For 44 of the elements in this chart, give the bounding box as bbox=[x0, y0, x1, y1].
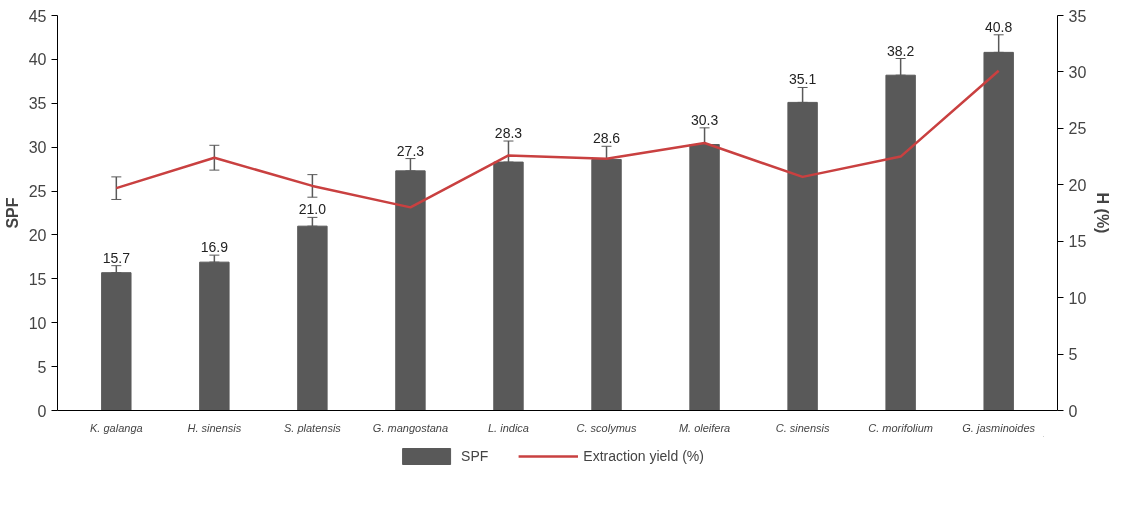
x-tick-label: L. indica bbox=[488, 421, 529, 434]
legend-label: Extraction yield (%) bbox=[583, 448, 704, 464]
y2-axis-title: H (%) bbox=[1094, 192, 1112, 234]
y-tick-label: 0 bbox=[37, 402, 47, 420]
y-tick-label: 15 bbox=[28, 270, 47, 288]
data-label: 16.9 bbox=[200, 239, 229, 256]
y-axis-title: SPF bbox=[3, 197, 21, 229]
y-tick-label: 5 bbox=[37, 358, 47, 376]
y2-tick-label: 35 bbox=[1068, 7, 1087, 25]
y-tick-label: 25 bbox=[28, 183, 47, 201]
bar bbox=[591, 158, 622, 411]
x-tick-label: M. oleifera bbox=[678, 421, 731, 434]
data-label: 40.8 bbox=[985, 18, 1013, 35]
y2-tick-label: 10 bbox=[1068, 289, 1087, 307]
x-tick-label: G. mangostana bbox=[372, 421, 449, 434]
x-tick-label: S. platensis bbox=[283, 421, 342, 434]
data-label: 28.6 bbox=[592, 130, 621, 147]
data-label: 35.1 bbox=[788, 71, 817, 88]
x-tick-label: H. sinensis bbox=[187, 421, 242, 434]
y-tick-label: 10 bbox=[28, 314, 47, 332]
y2-tick-label: 25 bbox=[1068, 120, 1087, 138]
y-tick-label: 20 bbox=[28, 226, 47, 244]
legend-label: SPF bbox=[461, 448, 489, 464]
y-tick-label: 30 bbox=[28, 139, 47, 157]
y2-tick-label: 5 bbox=[1068, 346, 1078, 364]
data-label: 15.7 bbox=[102, 249, 131, 266]
data-label: 27.3 bbox=[396, 142, 425, 159]
y-tick-label: 35 bbox=[28, 95, 47, 113]
bar bbox=[689, 144, 720, 411]
y-tick-label: 45 bbox=[28, 7, 47, 25]
y2-tick-label: 30 bbox=[1068, 63, 1087, 81]
x-tick-label: C. sinensis bbox=[775, 421, 830, 434]
data-label: 28.3 bbox=[494, 125, 523, 142]
x-tick-label: C. morifolium bbox=[868, 421, 934, 434]
x-tick-label: G. jasminoides bbox=[962, 421, 1036, 434]
data-label: 21.0 bbox=[298, 201, 327, 218]
data-label: 30.3 bbox=[690, 111, 719, 128]
data-label: 38.2 bbox=[887, 42, 915, 59]
x-tick-label: C. scolymus bbox=[576, 421, 637, 434]
y-tick-label: 40 bbox=[28, 51, 47, 69]
y2-tick-label: 0 bbox=[1068, 402, 1078, 420]
x-tick-label: K. galanga bbox=[90, 421, 143, 434]
y2-tick-label: 15 bbox=[1068, 233, 1087, 251]
y2-tick-label: 20 bbox=[1068, 176, 1087, 194]
